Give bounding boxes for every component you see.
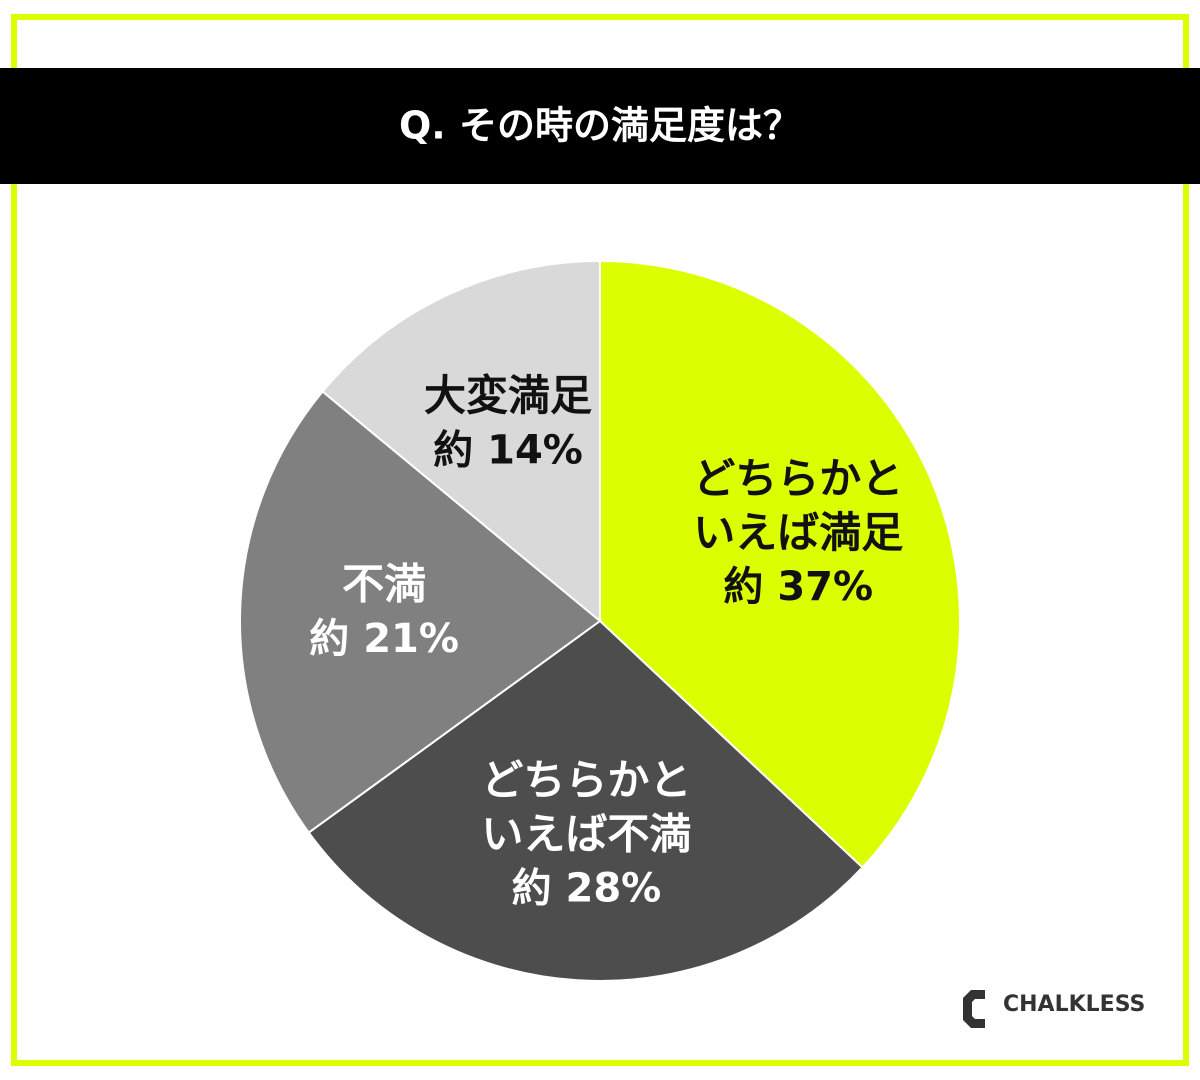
frame — [11, 14, 1189, 1066]
slice-label: どちらかといえば不満 — [481, 755, 691, 858]
slice-label: どちらかといえば満足 — [693, 454, 903, 557]
value-label: 約 28% — [512, 866, 662, 912]
logo: CHALKLESS — [963, 990, 1145, 1028]
label-line: どちらかと — [693, 454, 903, 503]
label-line: どちらかと — [481, 755, 691, 804]
logo-mark — [963, 990, 985, 1028]
slice-label: 大変満足 — [424, 371, 592, 420]
value-label: 約 14% — [433, 428, 583, 474]
pie-slice — [307, 619, 864, 982]
pie-slice — [599, 259, 961, 869]
value-label: 約 37% — [723, 564, 873, 610]
label-line: いえば満足 — [693, 508, 903, 557]
pie-slice — [239, 390, 602, 835]
title-bar — [0, 68, 1200, 184]
label-line: いえば不満 — [481, 809, 691, 858]
value-label: 約 21% — [309, 616, 459, 662]
slice-label: 不満 — [342, 560, 426, 609]
logo-text: CHALKLESS — [1003, 992, 1145, 1017]
chart-title: Q. その時の満足度は？ — [399, 104, 801, 148]
pie-slice — [321, 259, 601, 624]
